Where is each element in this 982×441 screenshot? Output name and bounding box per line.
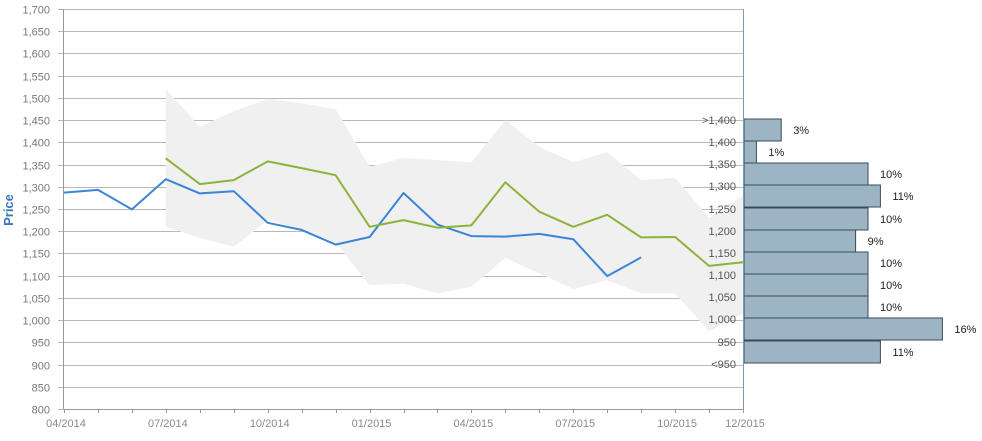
y-tick-label: 1,350 <box>22 161 50 173</box>
y-tick-label: 1,400 <box>22 138 50 150</box>
histogram-bar <box>744 208 868 230</box>
histogram-bin-label: 950 <box>718 337 736 349</box>
x-tick-label: 04/2015 <box>454 418 494 430</box>
histogram-bar-percent: 10% <box>880 214 902 226</box>
histogram-bin-label: 1,400 <box>708 137 736 149</box>
histogram-bar <box>744 185 880 207</box>
y-tick-label: 1,000 <box>22 316 50 328</box>
x-tick-label: 07/2015 <box>555 418 595 430</box>
histogram-bar <box>744 341 880 363</box>
y-tick-label: 1,700 <box>22 5 50 17</box>
histogram-bin-label: <950 <box>711 359 736 371</box>
x-tick-label: 01/2015 <box>352 418 392 430</box>
y-tick-label: 1,100 <box>22 272 50 284</box>
histogram-bar-percent: 1% <box>768 147 784 159</box>
histogram-bar <box>744 296 868 318</box>
y-tick-labels: 800 850 900 950 1,000 1,050 1,100 1,150 1,200 1,2… <box>22 5 50 417</box>
y-tick-label: 1,650 <box>22 27 50 39</box>
y-tick-label: 800 <box>32 405 50 417</box>
histogram-bar-percent: 10% <box>880 169 902 181</box>
x-tick-labels: 04/2014 07/2014 10/2014 01/2015 04/2015 07/20… <box>46 418 765 430</box>
histogram-bar-percent: 16% <box>954 324 976 336</box>
histogram-bar-percent: 3% <box>793 125 809 137</box>
y-axis-title: Price <box>1 194 16 226</box>
histogram-bar <box>744 230 856 252</box>
histogram-bar <box>744 141 756 163</box>
x-tick-label: 10/2015 <box>657 418 697 430</box>
y-tick-label: 950 <box>32 338 50 350</box>
histogram-bar-percent: 9% <box>868 236 884 248</box>
y-tick-label: 1,150 <box>22 249 50 261</box>
x-tick-label: 12/2015 <box>725 418 765 430</box>
histogram-bin-label: 1,300 <box>708 181 736 193</box>
y-tick-label: 1,250 <box>22 205 50 217</box>
y-tick-label: 1,600 <box>22 49 50 61</box>
histogram-bar-percent: 10% <box>880 258 902 270</box>
histogram-bin-label: 1,100 <box>708 270 736 282</box>
x-tick-label: 10/2014 <box>250 418 290 430</box>
histogram-bar <box>744 274 868 296</box>
histogram-bar <box>744 318 942 340</box>
histogram-bin-label: >1,400 <box>702 115 736 127</box>
histogram-bin-label: 1,150 <box>708 248 736 260</box>
histogram-bin-label: 1,350 <box>708 159 736 171</box>
y-tick-label: 900 <box>32 361 50 373</box>
range-band-area <box>166 89 743 331</box>
histogram-bar-percent: 11% <box>892 347 913 359</box>
histogram-bar <box>744 252 868 274</box>
y-tick-label: 1,450 <box>22 116 50 128</box>
y-tick-label: 1,300 <box>22 183 50 195</box>
y-tick-label: 1,050 <box>22 294 50 306</box>
histogram-bar <box>744 119 781 141</box>
histogram-bin-label: 1,200 <box>708 226 736 238</box>
y-tick-label: 1,500 <box>22 94 50 106</box>
histogram-bar-percent: 10% <box>880 280 902 292</box>
y-tick-label: 1,200 <box>22 227 50 239</box>
histogram-bar-percent: 10% <box>880 302 902 314</box>
y-tick-label: 850 <box>32 383 50 395</box>
x-tick-label: 07/2014 <box>148 418 188 430</box>
histogram-bin-label: 1,000 <box>708 314 736 326</box>
y-tick-label: 1,550 <box>22 72 50 84</box>
histogram-bar-percent: 11% <box>892 191 913 203</box>
histogram-bar <box>744 163 868 185</box>
histogram-bin-label: 1,250 <box>708 204 736 216</box>
histogram-bin-label: 1,050 <box>708 292 736 304</box>
forecast-range-band <box>166 89 743 331</box>
x-tick-label: 04/2014 <box>46 418 86 430</box>
